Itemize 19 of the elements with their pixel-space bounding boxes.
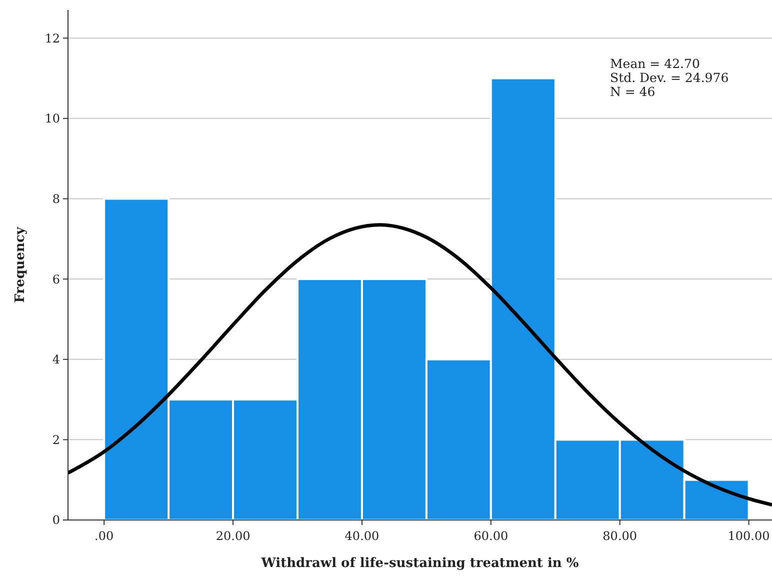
y-tick-label: 4 bbox=[52, 352, 60, 367]
y-tick-label: 2 bbox=[52, 432, 60, 447]
x-tick-label: 60.00 bbox=[474, 529, 508, 543]
annotation: N = 46 bbox=[610, 84, 656, 99]
y-tick-label: 0 bbox=[52, 513, 60, 528]
x-tick-label: 40.00 bbox=[344, 529, 380, 543]
y-tick-label: 12 bbox=[44, 31, 60, 46]
y-axis-title: Frequency bbox=[13, 226, 28, 303]
x-tick-label: 20.00 bbox=[216, 529, 250, 543]
annotation: Mean = 42.70 bbox=[610, 56, 700, 71]
y-tick-label: 10 bbox=[44, 112, 60, 126]
annotation: Std. Dev. = 24.976 bbox=[610, 70, 729, 85]
x-axis-title: Withdrawl of life-sustaining treatment in % bbox=[260, 556, 580, 571]
x-tick-label: 80.00 bbox=[602, 529, 638, 543]
y-tick-label: 8 bbox=[52, 192, 60, 206]
x-tick-label: 100.00 bbox=[728, 529, 770, 543]
y-tick-label: 6 bbox=[52, 272, 60, 286]
line-series bbox=[68, 223, 772, 506]
x-tick-label: .00 bbox=[94, 529, 114, 543]
